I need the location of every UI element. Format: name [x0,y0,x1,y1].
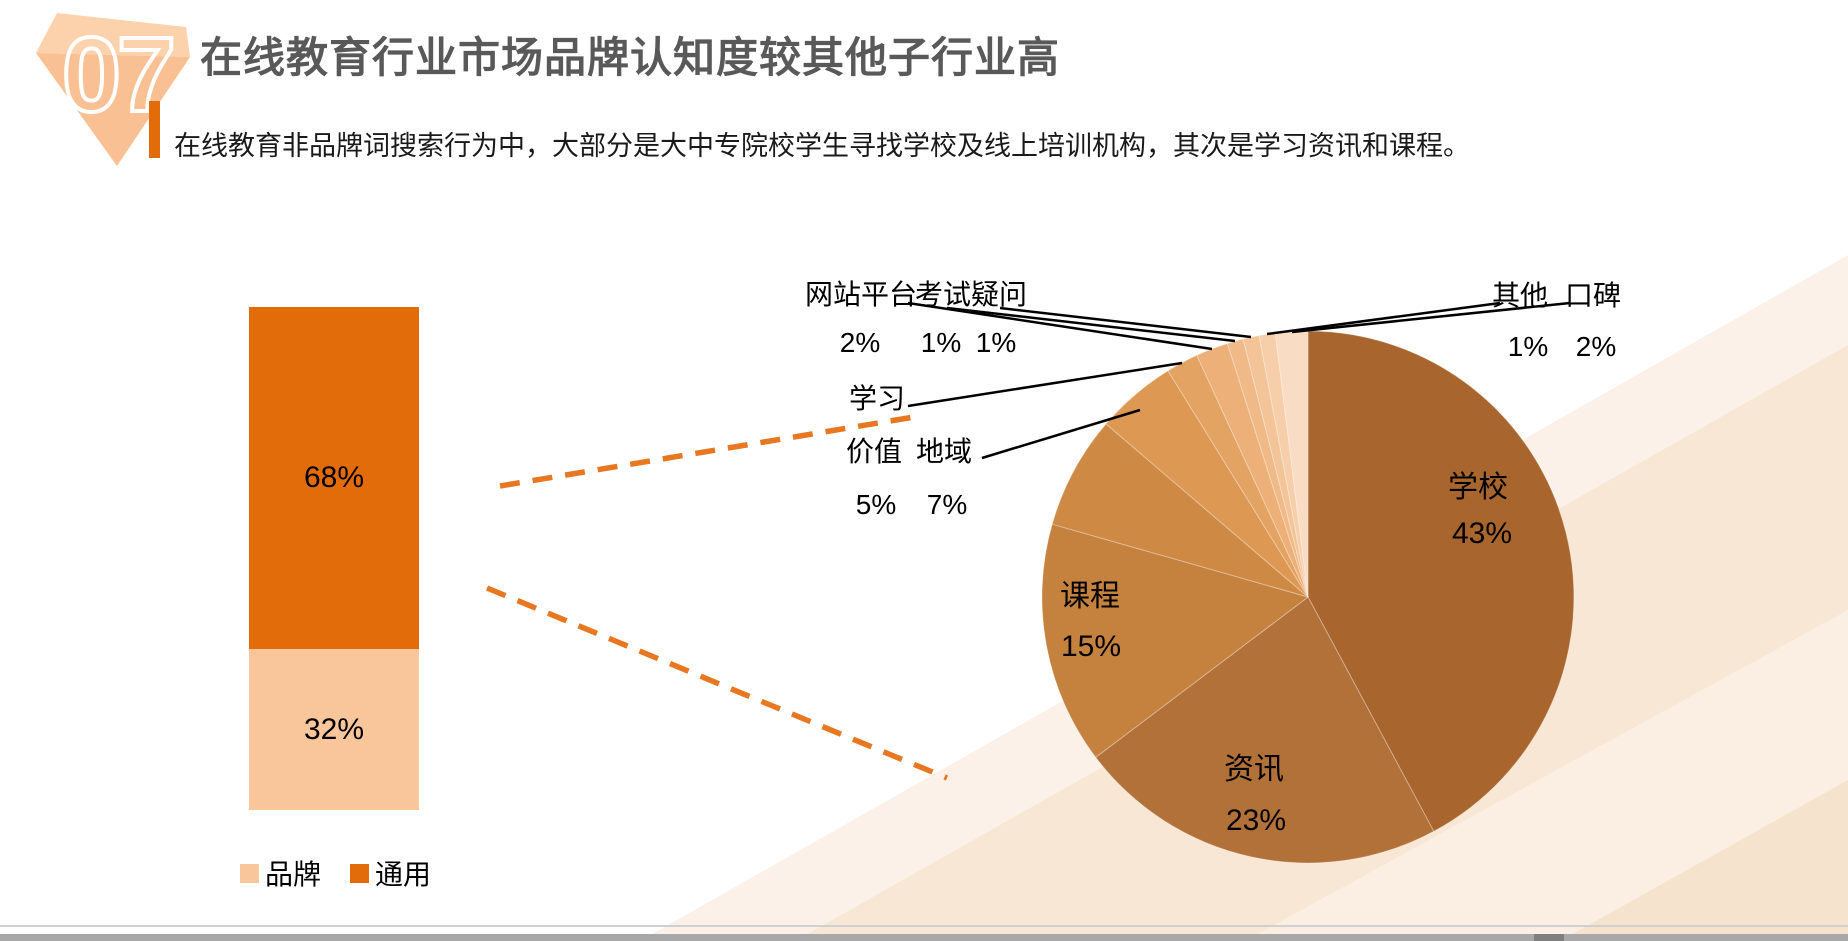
pie-pct-value: 5% [855,489,897,520]
pie-slice-0 [1307,330,1575,832]
legend-item-brand: 品牌 [240,853,321,893]
pie-pct-question: 1% [975,327,1017,358]
bg-triangle-3 [1245,610,1848,941]
pie-pct-course: 15% [1060,630,1122,663]
pie-pct-other: 1% [1507,331,1549,362]
stacked-bar-chart [249,307,419,810]
legend-swatch-generic [350,863,369,883]
pie-chart [1041,330,1575,864]
pie-label-value: 价值 [845,436,903,467]
pie-label-question: 疑问 [970,279,1028,310]
bar-value-generic: 68% [303,461,365,494]
pie-pct-school: 43% [1451,517,1513,550]
pie-pct-region: 7% [926,489,968,520]
legend-label-generic: 通用 [375,859,432,890]
pie-slice-9 [1258,332,1309,598]
leader-line-learning [907,361,1183,408]
pie-pct-reputation: 2% [1575,331,1617,362]
pie-label-other: 其他 [1491,280,1549,311]
page-title: 在线教育行业市场品牌认知度较其他子行业高 [200,34,1061,81]
pie-slice-7 [1226,338,1309,598]
leader-line-other [1266,301,1501,336]
legend-swatch-brand [240,863,259,883]
pie-label-reputation: 口碑 [1564,280,1622,311]
pie-pct-exam: 1% [920,327,962,358]
pie-label-website: 网站平台 [804,279,918,310]
bg-triangle-1 [640,255,1848,941]
subtitle-text: 在线教育非品牌词搜索行为中，大部分是大中专院校学生寻找学校及线上培训机构，其次是… [174,131,1470,161]
pie-slice-4 [1105,370,1309,598]
pie-slice-6 [1196,342,1309,598]
pie-label-school: 学校 [1448,471,1508,504]
pie-slice-8 [1242,334,1309,598]
pie-pct-website: 2% [839,327,881,358]
pie-label-learning: 学习 [848,383,906,414]
subtitle-accent-bar [149,101,160,158]
footer-gray-band-segment [1534,934,1564,941]
pie-label-exam: 考试 [914,279,972,310]
bar-value-brand: 32% [303,713,365,746]
pie-pct-news: 23% [1225,804,1287,837]
bar-segment-generic [249,307,419,650]
footer-gray-band [0,934,1848,941]
pie-label-region: 地域 [915,436,973,467]
pie-slice-10 [1274,330,1309,598]
pie-slice-5 [1167,354,1309,598]
legend-item-generic: 通用 [350,853,431,893]
footer-divider-line [0,925,1848,927]
leader-line-value-region [981,408,1141,460]
legend-label-brand: 品牌 [265,859,322,890]
bg-triangle-4 [1560,780,1848,941]
bar-to-pie-dashed-line-bottom [485,585,949,781]
pie-label-course: 课程 [1060,580,1120,613]
bar-segment-brand [249,649,419,810]
pie-label-news: 资讯 [1224,753,1284,786]
leader-line-question [999,306,1252,339]
